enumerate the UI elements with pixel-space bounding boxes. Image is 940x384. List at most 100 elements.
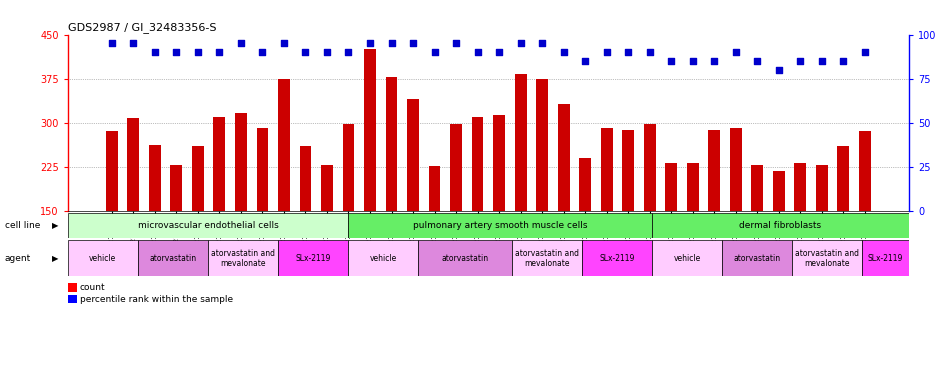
Text: SLx-2119: SLx-2119 [868,254,903,263]
Point [620,49,635,55]
Bar [652,240,722,276]
Text: ▶: ▶ [52,254,58,263]
Text: vehicle: vehicle [89,254,117,263]
Point [707,58,722,64]
Bar [644,124,655,300]
Bar [687,163,698,300]
Bar [729,128,742,300]
Text: microvascular endothelial cells: microvascular endothelial cells [137,221,278,230]
Text: SLx-2119: SLx-2119 [599,254,634,263]
Point [384,40,400,46]
Bar [816,165,828,300]
Bar [582,240,652,276]
Point [212,49,227,55]
Point [448,40,463,46]
Bar [859,131,870,300]
Point [320,49,335,55]
Point [513,40,528,46]
Bar [342,124,354,300]
Point [363,40,378,46]
Bar [601,127,613,300]
Point [535,40,550,46]
Bar [208,240,278,276]
Text: dermal fibroblasts: dermal fibroblasts [740,221,822,230]
Bar [149,145,161,300]
Bar [213,117,226,300]
Text: cell line: cell line [5,221,40,230]
Point [298,49,313,55]
Text: atorvastatin and
mevalonate: atorvastatin and mevalonate [211,248,275,268]
Bar [348,240,418,276]
Bar [751,165,763,300]
Text: atorvastatin and
mevalonate: atorvastatin and mevalonate [795,248,859,268]
Point [104,40,119,46]
Bar [579,158,591,300]
Point [577,58,592,64]
Point [836,58,851,64]
Bar [278,240,348,276]
Bar [278,79,290,300]
Bar [300,146,311,300]
Bar [838,146,849,300]
Bar [170,165,182,300]
Point [148,49,163,55]
Bar [128,118,139,300]
Bar [138,240,208,276]
Point [771,67,786,73]
Text: atorvastatin: atorvastatin [442,254,489,263]
Text: percentile rank within the sample: percentile rank within the sample [80,295,233,304]
Point [169,49,184,55]
Point [728,49,744,55]
Text: ▶: ▶ [52,221,58,230]
Bar [418,240,511,276]
Text: pulmonary artery smooth muscle cells: pulmonary artery smooth muscle cells [413,221,588,230]
Bar [862,240,909,276]
Point [599,49,614,55]
Bar [622,130,635,300]
Text: agent: agent [5,254,31,263]
Bar [652,213,909,238]
Point [792,58,807,64]
Bar [773,171,785,300]
Point [664,58,679,64]
Bar [106,131,118,300]
Text: vehicle: vehicle [673,254,700,263]
Bar [364,49,376,300]
Bar [709,130,720,300]
Point [191,49,206,55]
Point [685,58,700,64]
Bar [235,113,247,300]
Bar [192,146,204,300]
Bar [722,240,792,276]
Bar [68,213,348,238]
Bar [536,79,548,300]
Point [642,49,657,55]
Point [341,49,356,55]
Bar [792,240,862,276]
Bar [385,77,398,300]
Point [405,40,420,46]
Bar [794,163,807,300]
Text: SLx-2119: SLx-2119 [295,254,331,263]
Text: atorvastatin: atorvastatin [149,254,196,263]
Bar [557,104,570,300]
Text: atorvastatin and
mevalonate: atorvastatin and mevalonate [515,248,579,268]
Point [492,49,507,55]
Point [255,49,270,55]
Bar [348,213,652,238]
Bar [68,240,138,276]
Bar [515,74,526,300]
Bar [257,128,268,300]
Point [750,58,765,64]
Point [427,49,442,55]
Bar [407,99,419,300]
Point [857,49,872,55]
Point [814,58,829,64]
Bar [472,117,483,300]
Text: vehicle: vehicle [369,254,397,263]
Bar [321,165,333,300]
Point [276,40,291,46]
Point [126,40,141,46]
Point [556,49,572,55]
Bar [666,163,677,300]
